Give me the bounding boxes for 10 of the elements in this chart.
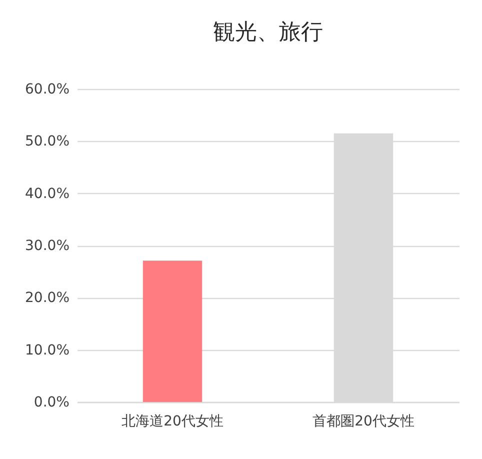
y-tick-label: 40.0% (25, 186, 70, 202)
y-tick-label: 50.0% (25, 134, 70, 150)
x-tick-label: 首都圏20代女性 (312, 414, 414, 430)
y-tick-label: 30.0% (25, 238, 70, 254)
y-tick-label: 60.0% (25, 82, 70, 98)
chart-title: 観光、旅行 (213, 20, 323, 45)
y-tick-label: 10.0% (25, 342, 70, 358)
y-tick-label: 20.0% (25, 290, 70, 306)
y-tick-label: 0.0% (34, 394, 70, 410)
x-tick-label: 北海道20代女性 (122, 414, 224, 430)
